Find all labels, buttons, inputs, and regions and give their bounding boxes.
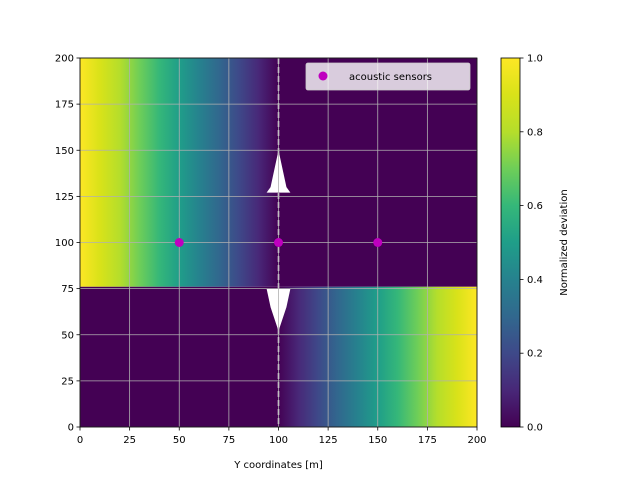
legend: acoustic sensors [305, 62, 471, 91]
legend-marker [318, 71, 328, 81]
colorbar-tick-label: 0.8 [527, 127, 543, 138]
colorbar-label: Normalized deviation [559, 189, 570, 295]
y-tick-label: 25 [61, 376, 74, 387]
legend-label: acoustic sensors [349, 72, 432, 83]
x-tick-label: 200 [467, 435, 486, 446]
y-axis-ticks: 0 25 50 75 100 125 150 175 200 [55, 54, 80, 434]
acoustic-sensor-series [174, 238, 383, 247]
y-tick-label: 0 [68, 423, 74, 434]
colorbar-gradient [500, 57, 521, 428]
x-tick-label: 125 [319, 435, 338, 446]
x-tick-label: 0 [77, 435, 83, 446]
x-tick-label: 25 [123, 435, 136, 446]
y-tick-label: 150 [55, 146, 74, 157]
x-tick-label: 100 [269, 435, 288, 446]
acoustic-sensor-point [373, 238, 383, 247]
colorbar-tick-label: 1.0 [527, 54, 543, 65]
colorbar: 0.0 0.2 0.4 0.6 0.8 1.0 Normalized deviation [500, 54, 570, 434]
y-tick-label: 100 [55, 238, 74, 249]
x-axis-label: Y coordinates [m] [233, 460, 323, 471]
colorbar-tick-label: 0.4 [527, 275, 543, 286]
x-tick-label: 75 [223, 435, 236, 446]
acoustic-sensor-point [274, 238, 283, 247]
y-tick-label: 125 [55, 192, 74, 203]
y-tick-label: 175 [55, 100, 74, 111]
x-tick-label: 175 [418, 435, 437, 446]
legend-box [305, 62, 471, 91]
colorbar-tick-label: 0.6 [527, 201, 543, 212]
acoustic-sensor-point [174, 238, 184, 247]
y-tick-label: 200 [55, 54, 74, 65]
colorbar-ticks: 0.0 0.2 0.4 0.6 0.8 1.0 [520, 54, 543, 434]
x-tick-label: 50 [173, 435, 186, 446]
y-tick-label: 50 [61, 330, 74, 341]
colorbar-tick-label: 0.0 [527, 423, 543, 434]
x-tick-label: 150 [368, 435, 387, 446]
y-tick-label: 75 [61, 284, 74, 295]
colorbar-tick-label: 0.2 [527, 349, 543, 360]
x-axis-ticks: 0 25 50 75 100 125 150 175 200 [77, 427, 487, 446]
